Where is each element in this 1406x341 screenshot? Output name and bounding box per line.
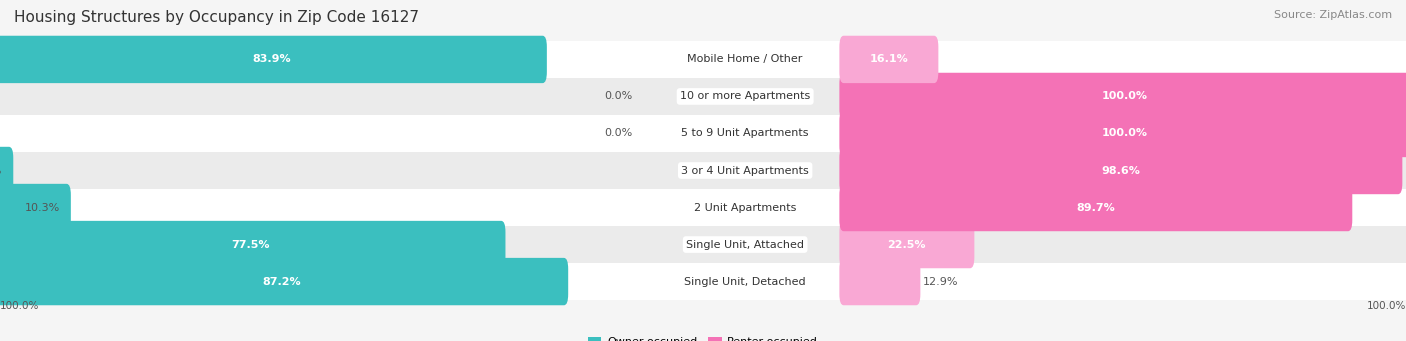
Text: 5 to 9 Unit Apartments: 5 to 9 Unit Apartments [682,129,808,138]
Text: 77.5%: 77.5% [232,239,270,250]
Bar [0,115,1406,152]
Text: 12.9%: 12.9% [924,277,959,286]
Bar [0,226,1406,263]
FancyBboxPatch shape [839,36,938,83]
Text: 2 Unit Apartments: 2 Unit Apartments [695,203,796,212]
Text: 98.6%: 98.6% [1101,165,1140,176]
FancyBboxPatch shape [0,221,506,268]
Legend: Owner-occupied, Renter-occupied: Owner-occupied, Renter-occupied [583,332,823,341]
Text: 10 or more Apartments: 10 or more Apartments [681,91,810,102]
Bar [0,263,1406,300]
FancyBboxPatch shape [0,36,547,83]
Text: 0.0%: 0.0% [605,129,633,138]
FancyBboxPatch shape [839,184,1353,231]
FancyBboxPatch shape [839,258,921,305]
FancyBboxPatch shape [839,147,1402,194]
Text: 100.0%: 100.0% [0,301,39,311]
Text: Housing Structures by Occupancy in Zip Code 16127: Housing Structures by Occupancy in Zip C… [14,10,419,25]
Text: 89.7%: 89.7% [1077,203,1115,212]
Text: Single Unit, Detached: Single Unit, Detached [685,277,806,286]
FancyBboxPatch shape [0,147,13,194]
FancyBboxPatch shape [0,258,568,305]
FancyBboxPatch shape [839,73,1406,120]
Text: 87.2%: 87.2% [263,277,301,286]
Text: 1.4%: 1.4% [0,165,1,176]
Text: 100.0%: 100.0% [1367,301,1406,311]
Text: Source: ZipAtlas.com: Source: ZipAtlas.com [1274,10,1392,20]
Bar [0,78,1406,115]
FancyBboxPatch shape [0,184,70,231]
Text: 22.5%: 22.5% [887,239,927,250]
Bar [0,152,1406,189]
Text: 100.0%: 100.0% [1102,129,1147,138]
Text: 16.1%: 16.1% [869,55,908,64]
Bar [0,189,1406,226]
Text: 3 or 4 Unit Apartments: 3 or 4 Unit Apartments [682,165,808,176]
Bar [0,41,1406,78]
Text: Single Unit, Attached: Single Unit, Attached [686,239,804,250]
Text: 83.9%: 83.9% [252,55,291,64]
Text: 0.0%: 0.0% [605,91,633,102]
Text: Mobile Home / Other: Mobile Home / Other [688,55,803,64]
Text: 10.3%: 10.3% [24,203,59,212]
FancyBboxPatch shape [839,110,1406,157]
Text: 100.0%: 100.0% [1102,91,1147,102]
FancyBboxPatch shape [839,221,974,268]
